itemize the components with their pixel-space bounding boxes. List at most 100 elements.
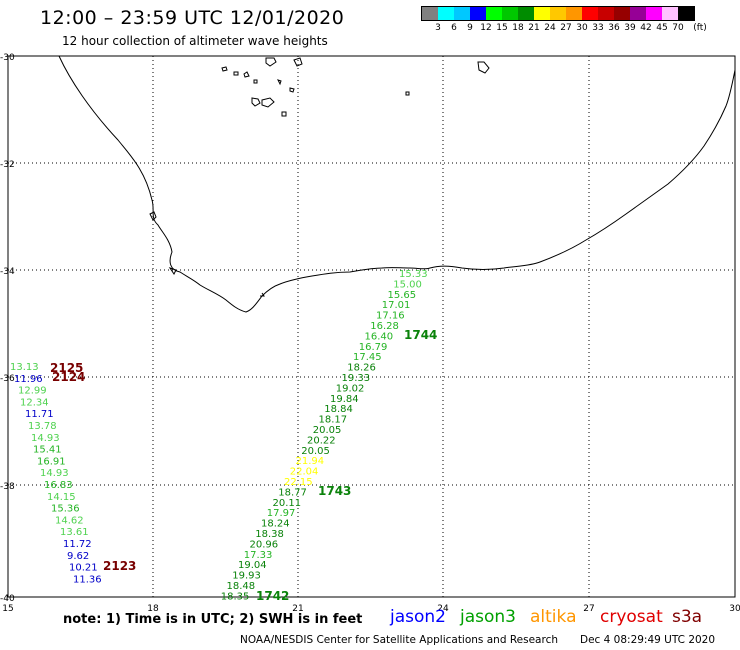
lat-tick-label: -40: [0, 594, 15, 604]
scale-swatch: [486, 7, 502, 20]
scale-label: 27: [560, 23, 572, 33]
scale-swatch: [662, 7, 678, 20]
wave-height-value: 19.02: [336, 383, 365, 394]
pass-time-label: 2125: [50, 361, 83, 375]
wave-height-value: 16.83: [44, 480, 73, 491]
scale-swatch: [678, 7, 694, 20]
wave-height-value: 20.05: [301, 446, 330, 457]
scale-swatch: [630, 7, 646, 20]
scale-swatch: [454, 7, 470, 20]
footer-timestamp: Dec 4 08:29:49 UTC 2020: [580, 634, 716, 646]
wave-height-value: 15.33: [399, 269, 428, 280]
lat-tick-label: -32: [0, 160, 15, 170]
wave-height-value: 18.17: [319, 415, 348, 426]
scale-swatch: [598, 7, 614, 20]
jason3-track-east: 15.3315.0015.6517.0117.1616.2816.4016.79…: [221, 269, 428, 602]
map-title: 12:00 – 23:59 UTC 12/01/2020: [40, 7, 345, 29]
wave-height-value: 14.62: [55, 515, 84, 526]
wave-height-value: 17.33: [244, 550, 273, 561]
scale-label: 24: [544, 23, 556, 33]
legend-altika: altika: [530, 607, 577, 627]
wave-height-value: 16.28: [370, 321, 399, 332]
legend-s3a: s3a: [672, 607, 703, 627]
wave-height-value: 16.79: [359, 342, 388, 353]
scale-label: 36: [608, 23, 620, 33]
color-scale-swatches: [421, 6, 695, 21]
wave-height-value: 15.36: [51, 504, 80, 515]
wave-height-value: 14.93: [31, 433, 60, 444]
wave-height-value: 14.15: [47, 492, 76, 503]
scale-label: 33: [592, 23, 604, 33]
lat-tick-label: -38: [0, 482, 15, 492]
wave-height-value: 14.93: [40, 468, 69, 479]
wave-height-value: 20.05: [313, 425, 342, 436]
scale-swatch: [582, 7, 598, 20]
scale-label: 3: [435, 23, 441, 33]
west-track: 13.1311.9612.9912.3411.7113.7814.9315.41…: [10, 362, 102, 585]
wave-height-value: 11.96: [14, 374, 43, 385]
scale-label: 18: [512, 23, 524, 33]
wave-height-value: 15.00: [393, 279, 422, 290]
scale-swatch: [470, 7, 486, 20]
wave-height-value: 18.48: [227, 581, 256, 592]
wave-height-value: 13.78: [28, 421, 57, 432]
footer-credit: NOAA/NESDIS Center for Satellite Applica…: [240, 634, 558, 646]
legend-jason3: jason3: [460, 607, 516, 627]
wave-height-value: 18.35: [221, 591, 250, 602]
wave-height-value: 21.94: [296, 456, 325, 467]
wave-height-value: 17.45: [353, 352, 382, 363]
wave-height-value: 12.99: [18, 386, 47, 397]
wave-height-value: 15.41: [33, 445, 62, 456]
wave-height-color-scale: 3 6 9 12 15 18 21 24 27 30 33 36 39 42 45 70 (ft): [421, 6, 707, 35]
inland-water-features: [221, 57, 490, 117]
scale-label: (ft): [693, 23, 707, 33]
scale-label: 12: [480, 23, 492, 33]
scale-label: 30: [576, 23, 588, 33]
wave-height-value: 11.72: [63, 539, 92, 550]
legend-cryosat: cryosat: [600, 607, 663, 627]
color-scale-labels: 3 6 9 12 15 18 21 24 27 30 33 36 39 42 45 70 (ft): [421, 21, 707, 35]
pass-time-label: 1742: [256, 589, 289, 603]
legend-jason2: jason2: [390, 607, 446, 627]
map-subtitle: 12 hour collection of altimeter wave hei…: [62, 34, 328, 48]
lat-tick-label: -34: [0, 267, 15, 277]
scale-swatch: [438, 7, 454, 20]
wave-height-value: 18.24: [261, 519, 290, 530]
lat-tick-label: -36: [0, 374, 15, 384]
wave-height-value: 19.84: [330, 394, 359, 405]
wave-height-value: 16.40: [365, 331, 394, 342]
scale-label: 42: [640, 23, 652, 33]
scale-swatch: [614, 7, 630, 20]
map-frame: [7, 55, 736, 598]
scale-swatch: [646, 7, 662, 20]
pass-time-label: 2123: [103, 559, 136, 573]
wave-height-value: 12.34: [20, 397, 49, 408]
wave-height-value: 22.04: [290, 467, 319, 478]
wave-height-value: 13.13: [10, 362, 39, 373]
wave-height-value: 11.36: [73, 574, 102, 585]
wave-height-value: 20.11: [273, 498, 302, 509]
wave-height-value: 17.16: [376, 311, 405, 322]
wave-height-value: 18.26: [347, 363, 376, 374]
wave-height-value: 19.04: [238, 560, 267, 571]
wave-height-value: 13.61: [60, 527, 89, 538]
scale-label: 45: [656, 23, 668, 33]
pass-time-label: 1743: [318, 484, 351, 498]
scale-swatch: [518, 7, 534, 20]
scale-swatch: [550, 7, 566, 20]
wave-height-value: 17.01: [382, 300, 411, 311]
wave-height-value: 16.91: [37, 456, 66, 467]
coastline: [58, 55, 736, 313]
wave-height-value: 10.21: [69, 563, 98, 574]
scale-label: 6: [451, 23, 457, 33]
coastline-detail: [149, 211, 265, 297]
scale-swatch: [534, 7, 550, 20]
pass-time-label: 2124: [52, 370, 85, 384]
wave-height-value: 18.38: [255, 529, 284, 540]
wave-height-value: 18.84: [324, 404, 353, 415]
wave-height-value: 11.71: [25, 409, 54, 420]
scale-swatch: [422, 7, 438, 20]
scale-label: 15: [496, 23, 508, 33]
wave-height-value: 9.62: [67, 551, 89, 562]
